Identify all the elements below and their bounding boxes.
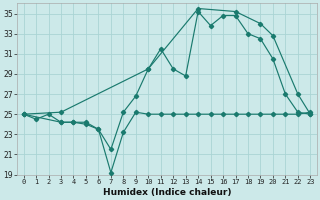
X-axis label: Humidex (Indice chaleur): Humidex (Indice chaleur) [103, 188, 231, 197]
